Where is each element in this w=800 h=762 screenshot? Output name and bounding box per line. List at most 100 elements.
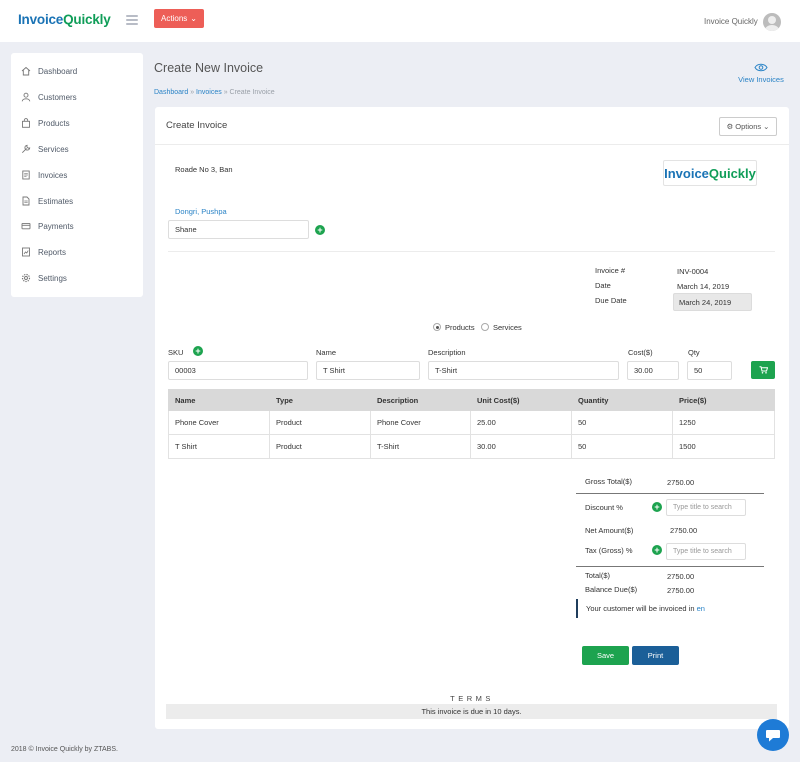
add-to-cart-button[interactable] (751, 361, 775, 379)
print-button[interactable]: Print (632, 646, 679, 665)
invoice-number-label: Invoice # (595, 266, 626, 275)
sku-input[interactable]: 00003 (168, 361, 308, 380)
chevron-down-icon: ⌄ (763, 122, 770, 131)
services-radio[interactable] (481, 323, 489, 331)
footer-copyright: 2018 © Invoice Quickly by ZTABS. (11, 746, 118, 753)
tax-label: Tax (Gross) % (585, 546, 633, 555)
breadcrumb-dashboard[interactable]: Dashboard (154, 89, 189, 96)
cell-quantity: 50 (571, 410, 673, 435)
invoice-note: Your customer will be invoiced in en (586, 604, 705, 613)
cell-type: Product (269, 434, 371, 459)
gear-icon: ⚙ (726, 122, 734, 131)
total-value: 2750.00 (667, 572, 695, 581)
products-radio-label: Products (445, 323, 475, 332)
sidebar-item-payments[interactable]: Payments (21, 219, 74, 233)
terms-heading: TERMS (450, 694, 494, 703)
card-title: Create Invoice (166, 120, 228, 131)
col-quantity: Quantity (571, 389, 673, 411)
discount-search-input[interactable]: Type title to search (666, 499, 746, 516)
wrench-icon (21, 144, 31, 154)
user-icon (21, 92, 31, 102)
totals-divider (576, 493, 764, 494)
sidebar-item-services[interactable]: Services (21, 142, 69, 156)
name-input[interactable]: T Shirt (316, 361, 420, 380)
tax-search-input[interactable]: Type title to search (666, 543, 746, 560)
net-amount-label: Net Amount($) (585, 526, 634, 535)
balance-due-value: 2750.00 (667, 586, 695, 595)
table-header-row: Name Type Description Unit Cost($) Quant… (168, 389, 775, 411)
divider (168, 251, 775, 252)
sidebar-item-reports[interactable]: Reports (21, 245, 66, 259)
company-logo: Invoice Quickly (663, 160, 757, 186)
due-date-field[interactable]: March 24, 2019 (673, 293, 752, 311)
customer-address-link[interactable]: Dongri, Pushpa (175, 207, 227, 216)
cell-quantity: 50 (571, 434, 673, 459)
qty-label: Qty (688, 348, 700, 357)
invoice-icon (21, 170, 31, 180)
avatar[interactable] (763, 13, 781, 31)
balance-due-label: Balance Due($) (585, 585, 638, 594)
items-table: Name Type Description Unit Cost($) Quant… (168, 389, 775, 459)
products-radio[interactable] (433, 323, 441, 331)
totals-divider (576, 566, 764, 567)
home-icon (21, 66, 31, 76)
app-logo[interactable]: InvoiceQuickly (18, 12, 111, 27)
view-invoices-link[interactable]: View Invoices (735, 63, 787, 84)
total-label: Total($) (585, 571, 611, 580)
add-customer-icon[interactable]: + (315, 225, 325, 235)
page-title: Create New Invoice (154, 61, 264, 75)
credit-card-icon (21, 221, 31, 231)
cell-name: Phone Cover (168, 410, 270, 435)
sidebar-item-invoices[interactable]: Invoices (21, 168, 67, 182)
qty-input[interactable]: 50 (687, 361, 732, 380)
discount-label: Discount % (585, 503, 623, 512)
customer-name-input[interactable]: Shane (168, 220, 309, 239)
breadcrumb: Dashboard » Invoices » Create Invoice (154, 89, 275, 96)
cell-description: Phone Cover (370, 410, 471, 435)
divider (155, 144, 789, 145)
description-label: Description (428, 348, 466, 357)
sidebar-item-products[interactable]: Products (21, 116, 70, 130)
cell-unit-cost: 25.00 (470, 410, 572, 435)
invoice-number: INV-0004 (677, 267, 709, 276)
col-type: Type (269, 389, 371, 411)
add-tax-icon[interactable]: + (652, 545, 662, 555)
col-name: Name (168, 389, 270, 411)
cost-input[interactable]: 30.00 (627, 361, 679, 380)
gear-icon (21, 273, 31, 283)
table-row[interactable]: Phone Cover Product Phone Cover 25.00 50… (168, 410, 775, 435)
description-input[interactable]: T-Shirt (428, 361, 619, 380)
cost-label: Cost($) (628, 348, 653, 357)
sidebar-item-estimates[interactable]: Estimates (21, 194, 73, 208)
table-row[interactable]: T Shirt Product T-Shirt 30.00 50 1500 (168, 434, 775, 459)
actions-button[interactable]: Actions ⌄ (154, 9, 204, 28)
gross-total-value: 2750.00 (667, 478, 695, 487)
options-button[interactable]: ⚙ Options ⌄ (719, 117, 777, 136)
invoice-note-link[interactable]: en (696, 604, 705, 613)
col-price: Price($) (672, 389, 775, 411)
chat-button[interactable] (757, 719, 789, 751)
sidebar-item-dashboard[interactable]: Dashboard (21, 64, 77, 78)
terms-text: This invoice is due in 10 days. (166, 704, 777, 719)
invoice-date[interactable]: March 14, 2019 (677, 282, 730, 291)
menu-toggle-icon[interactable] (126, 15, 138, 25)
add-sku-icon[interactable]: + (193, 346, 203, 356)
breadcrumb-invoices[interactable]: Invoices (196, 89, 222, 96)
cell-type: Product (269, 410, 371, 435)
sku-label: SKU (168, 348, 184, 357)
due-date-label: Due Date (595, 296, 627, 305)
sidebar-item-settings[interactable]: Settings (21, 271, 67, 285)
sidebar: Dashboard Customers Products Services In… (11, 53, 143, 297)
services-radio-label: Services (493, 323, 522, 332)
col-description: Description (370, 389, 471, 411)
breadcrumb-current: Create Invoice (229, 89, 275, 96)
cell-price: 1500 (672, 434, 775, 459)
col-unit-cost: Unit Cost($) (470, 389, 572, 411)
eye-icon (754, 63, 768, 72)
from-address: Roade No 3, Ban (175, 165, 233, 174)
save-button[interactable]: Save (582, 646, 629, 665)
cart-icon (759, 366, 768, 374)
cell-price: 1250 (672, 410, 775, 435)
add-discount-icon[interactable]: + (652, 502, 662, 512)
sidebar-item-customers[interactable]: Customers (21, 90, 77, 104)
